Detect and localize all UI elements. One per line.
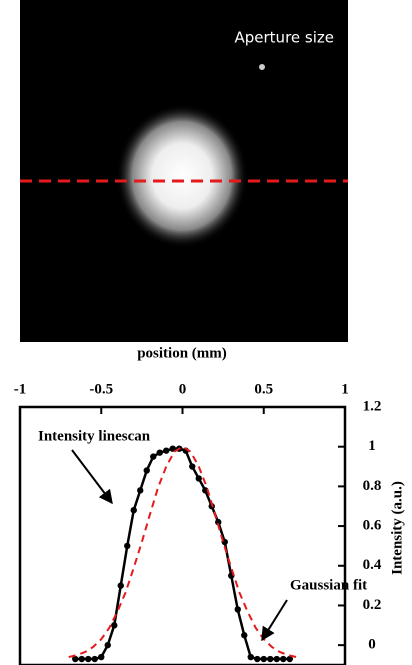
data-point bbox=[280, 656, 286, 662]
data-point bbox=[248, 654, 254, 660]
data-point bbox=[85, 656, 91, 662]
data-point bbox=[189, 463, 195, 469]
data-point bbox=[118, 582, 124, 588]
data-point bbox=[163, 447, 169, 453]
image-label: Aperture size bbox=[235, 29, 335, 47]
x-tick-label: -0.5 bbox=[89, 381, 113, 397]
plot-frame bbox=[20, 407, 345, 665]
y-tick-label: 1 bbox=[368, 438, 376, 454]
y-tick-label: 0.2 bbox=[363, 597, 382, 613]
data-point bbox=[111, 622, 117, 628]
data-point bbox=[79, 656, 85, 662]
data-point bbox=[92, 656, 98, 662]
x-axis-title: position (mm) bbox=[137, 345, 227, 361]
y-axis-title: Intensity (a.u.) bbox=[389, 481, 405, 575]
annotation-arrow bbox=[72, 450, 112, 503]
x-tick-label: -1 bbox=[14, 381, 27, 397]
data-point bbox=[254, 656, 260, 662]
y-tick-label: 0.6 bbox=[363, 518, 382, 534]
annotation-arrow bbox=[262, 600, 287, 640]
data-point bbox=[150, 453, 156, 459]
data-point bbox=[196, 475, 202, 481]
data-point bbox=[157, 449, 163, 455]
y-tick-label: 0.8 bbox=[363, 478, 382, 494]
beam-spot bbox=[116, 104, 248, 248]
data-point bbox=[267, 656, 273, 662]
y-tick-label: 1.2 bbox=[363, 398, 382, 414]
data-point bbox=[261, 656, 267, 662]
data-point bbox=[274, 656, 280, 662]
aperture-dot bbox=[259, 64, 265, 70]
data-point bbox=[137, 487, 143, 493]
data-point bbox=[105, 642, 111, 648]
x-tick-label: 1 bbox=[341, 381, 349, 397]
y-tick-label: 0 bbox=[368, 637, 376, 653]
y-tick-label: 0.4 bbox=[363, 557, 382, 573]
data-point bbox=[235, 606, 241, 612]
series-annotation: Intensity linescan bbox=[38, 428, 151, 444]
series-annotation: Gaussian fit bbox=[290, 577, 367, 593]
figure: Aperture size position (mm) Intensity (a… bbox=[0, 0, 412, 665]
series-line bbox=[75, 449, 290, 659]
x-tick-label: 0 bbox=[179, 381, 187, 397]
data-point bbox=[131, 507, 137, 513]
x-tick-label: 0.5 bbox=[254, 381, 273, 397]
series-line bbox=[69, 447, 297, 657]
aperture-image: Aperture size bbox=[20, 0, 348, 342]
data-point bbox=[241, 632, 247, 638]
data-point bbox=[144, 467, 150, 473]
data-point bbox=[124, 543, 130, 549]
data-point bbox=[98, 654, 104, 660]
